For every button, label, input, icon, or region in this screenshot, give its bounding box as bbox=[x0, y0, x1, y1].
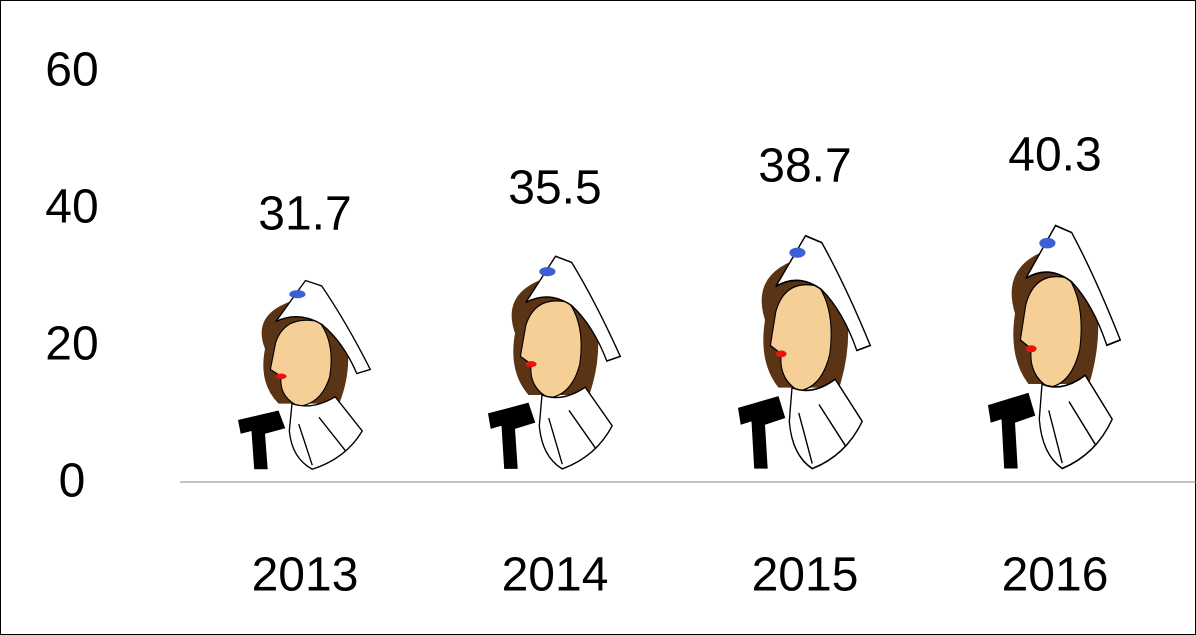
y-tick-label: 40 bbox=[45, 181, 98, 234]
chart: 0 20 40 60 2013 31.7 2014 35.5 2015 38.7 2016 40.3 bbox=[0, 0, 1196, 635]
y-tick-label: 60 bbox=[45, 44, 98, 97]
y-tick-label: 0 bbox=[59, 455, 86, 508]
x-tick-label: 2014 bbox=[502, 549, 609, 602]
x-tick-label: 2016 bbox=[1002, 549, 1109, 602]
value-label: 40.3 bbox=[1008, 129, 1101, 182]
y-tick-label: 20 bbox=[45, 318, 98, 371]
x-tick-label: 2015 bbox=[752, 549, 859, 602]
x-tick-label: 2013 bbox=[252, 549, 359, 602]
value-label: 35.5 bbox=[508, 161, 601, 214]
value-label: 38.7 bbox=[758, 140, 851, 193]
value-label: 31.7 bbox=[258, 188, 351, 241]
